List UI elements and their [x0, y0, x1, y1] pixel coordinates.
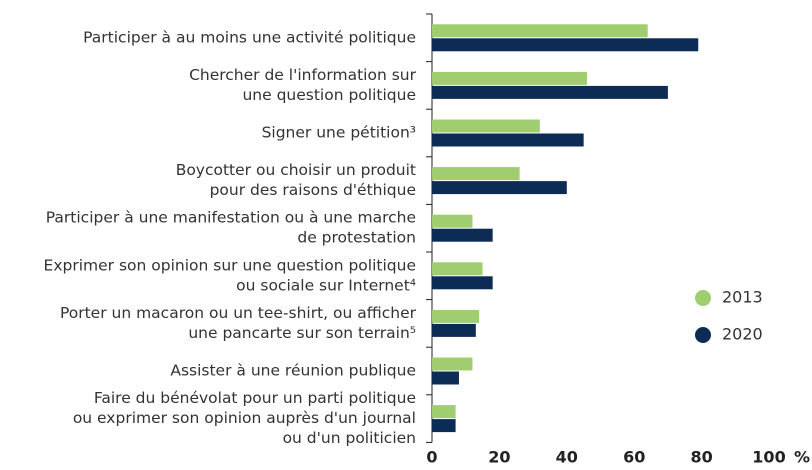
legend-marker — [695, 327, 711, 343]
legend-marker — [695, 290, 711, 306]
category-label: Participer à au moins une activité polit… — [83, 28, 416, 46]
category-label: Exprimer son opinion sur une question po… — [44, 256, 416, 274]
bar — [432, 71, 588, 85]
bar — [432, 276, 493, 290]
category-label: ou sociale sur Internet⁴ — [236, 276, 416, 294]
x-axis-unit: % — [794, 448, 810, 467]
bar — [432, 323, 476, 337]
category-label: une question politique — [242, 86, 416, 104]
bar — [432, 133, 584, 147]
bar — [432, 405, 456, 419]
bar — [432, 119, 540, 133]
category-label: Chercher de l'information sur — [189, 66, 417, 84]
category-label: Participer à une manifestation ou à une … — [46, 209, 416, 227]
bar — [432, 38, 699, 52]
bar — [432, 181, 567, 195]
category-label: ou d'un politicien — [283, 429, 416, 447]
legend-label: 2013 — [722, 288, 763, 307]
bar — [432, 262, 483, 276]
category-label: Assister à une réunion publique — [170, 362, 416, 380]
bar — [432, 371, 459, 385]
bar — [432, 357, 473, 371]
x-tick-label: 0 — [426, 448, 437, 467]
x-tick-label: 80 — [690, 448, 712, 467]
bar — [432, 228, 493, 242]
bar — [432, 309, 480, 323]
category-label: une pancarte sur son terrain⁵ — [188, 324, 416, 342]
category-label: de protestation — [297, 229, 416, 247]
x-tick-label: 40 — [556, 448, 578, 467]
legend-label: 2020 — [722, 325, 763, 344]
category-label: Porter un macaron ou un tee-shirt, ou af… — [60, 304, 417, 322]
bar — [432, 24, 648, 38]
category-label: pour des raisons d'éthique — [210, 181, 416, 199]
x-tick-label: 60 — [623, 448, 645, 467]
bar — [432, 214, 473, 228]
category-label: ou exprimer son opinion auprès d'un jour… — [73, 409, 416, 427]
category-label: Boycotter ou choisir un produit — [176, 161, 416, 179]
bar — [432, 419, 456, 433]
category-label: Signer une pétition³ — [262, 124, 416, 142]
category-label: Faire du bénévolat pour un parti politiq… — [94, 389, 416, 407]
x-tick-label: 20 — [488, 448, 510, 467]
bar — [432, 167, 520, 181]
x-tick-label: 100 — [752, 448, 785, 467]
bar — [432, 85, 668, 99]
